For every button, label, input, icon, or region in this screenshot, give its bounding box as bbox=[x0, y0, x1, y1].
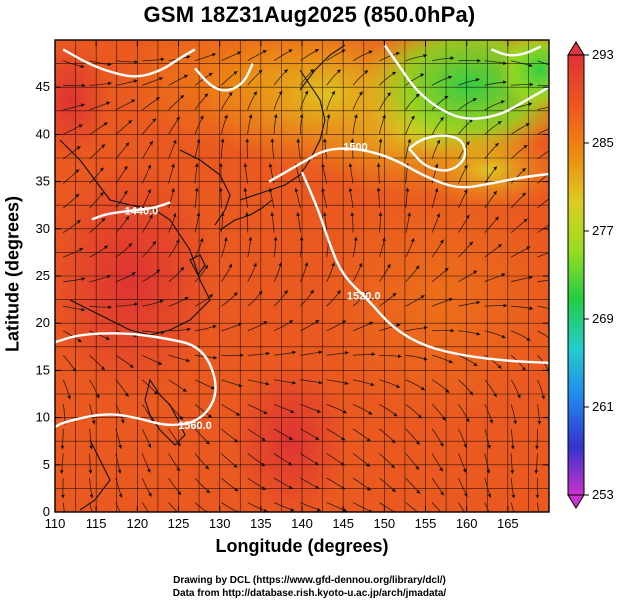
y-tick-label: 30 bbox=[36, 221, 50, 236]
x-tick-label: 130 bbox=[209, 516, 231, 531]
wind-streamlines bbox=[59, 49, 549, 512]
credit-drawing: Drawing by DCL (https://www.gfd-dennou.o… bbox=[173, 575, 446, 586]
y-tick-label: 0 bbox=[43, 504, 50, 519]
colorbar: 253 261 269 277 285 293 bbox=[567, 41, 614, 509]
chart-title: GSM 18Z31Aug2025 (850.0hPa) bbox=[143, 2, 476, 27]
colorbar-tick-label: 269 bbox=[592, 311, 614, 326]
contour-line bbox=[194, 63, 254, 92]
contour-line bbox=[383, 44, 549, 120]
x-tick-label: 165 bbox=[497, 516, 519, 531]
x-tick-label: 145 bbox=[332, 516, 354, 531]
x-tick-label: 120 bbox=[126, 516, 148, 531]
y-tick-label: 5 bbox=[43, 457, 50, 472]
x-tick-label: 110 bbox=[45, 516, 66, 531]
x-tick-label: 140 bbox=[291, 516, 313, 531]
colorbar-tick-label: 285 bbox=[592, 135, 614, 150]
colorbar-min-arrow bbox=[567, 494, 585, 509]
x-tick-label: 150 bbox=[373, 516, 395, 531]
contour-line bbox=[91, 201, 171, 221]
colorbar-tick-label: 253 bbox=[592, 487, 614, 502]
contour-label: 1560.0 bbox=[178, 420, 212, 432]
contour-line bbox=[300, 171, 549, 364]
contour-label: 1520.0 bbox=[347, 291, 381, 303]
y-tick-label: 35 bbox=[36, 174, 50, 189]
contour-line bbox=[55, 332, 217, 429]
temperature-field: 1440.0 1500 1520.0 1560.0 bbox=[55, 40, 549, 512]
contour-line bbox=[408, 134, 467, 172]
y-tick-label: 10 bbox=[36, 410, 50, 425]
x-tick-label: 115 bbox=[86, 516, 107, 531]
credit-data: Data from http://database.rish.kyoto-u.a… bbox=[172, 588, 447, 599]
y-tick-label: 45 bbox=[36, 79, 50, 94]
x-tick-label: 135 bbox=[250, 516, 272, 531]
x-tick-label: 125 bbox=[168, 516, 190, 531]
y-tick-label: 25 bbox=[36, 268, 50, 283]
colorbar-max-arrow bbox=[567, 41, 585, 56]
coastlines bbox=[59, 44, 346, 511]
x-tick-label: 155 bbox=[415, 516, 437, 531]
colorbar-tick-label: 277 bbox=[592, 223, 614, 238]
contour-line bbox=[268, 147, 549, 189]
y-tick-label: 40 bbox=[36, 126, 50, 141]
contour-label: 1440.0 bbox=[125, 206, 159, 218]
colorbar-tick-label: 293 bbox=[592, 47, 614, 62]
height-contours: 1440.0 1500 1520.0 1560.0 bbox=[55, 44, 549, 432]
x-axis-label: Longitude (degrees) bbox=[215, 536, 389, 556]
contour-label: 1500 bbox=[343, 141, 367, 153]
y-tick-label: 20 bbox=[36, 315, 50, 330]
y-tick-label: 15 bbox=[36, 362, 50, 377]
colorbar-tick-label: 261 bbox=[592, 399, 614, 414]
x-tick-label: 160 bbox=[456, 516, 478, 531]
axis-ticks: 110 115 120 125 130 135 140 145 150 155 160 165 0 5 10… bbox=[36, 40, 549, 531]
contour-line bbox=[62, 48, 196, 78]
contour-line bbox=[490, 45, 542, 57]
